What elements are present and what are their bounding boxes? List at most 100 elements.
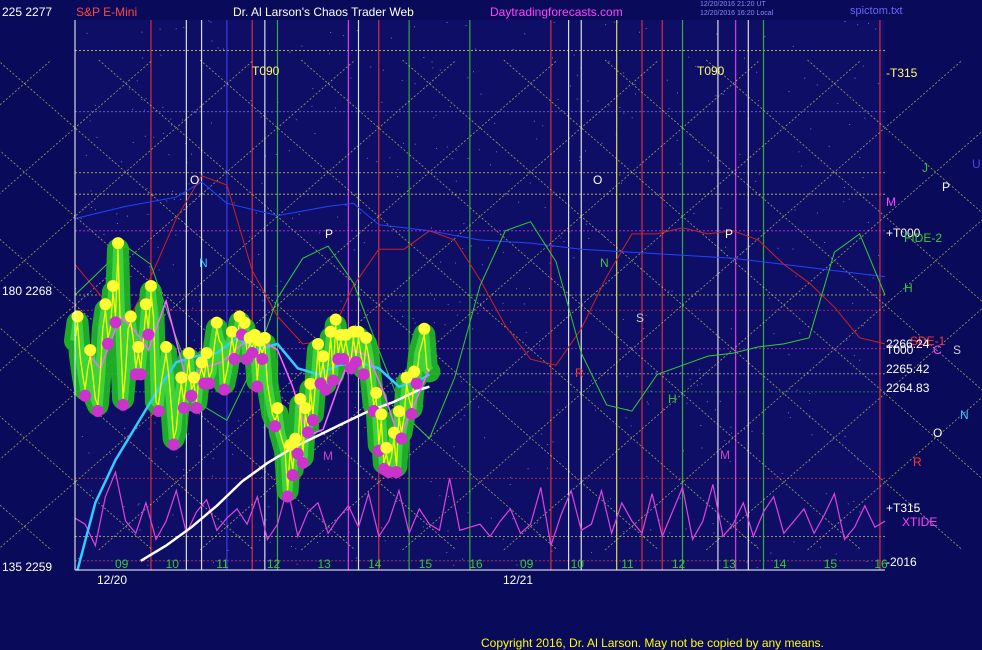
- star-dot: [275, 154, 277, 155]
- star-dot: [635, 93, 636, 95]
- star-dot: [552, 246, 554, 247]
- star-dot: [183, 27, 185, 28]
- star-dot: [538, 534, 540, 536]
- star-dot: [849, 124, 851, 125]
- star-dot: [867, 222, 869, 223]
- star-dot: [854, 77, 856, 79]
- star-dot: [467, 77, 469, 79]
- star-dot: [668, 290, 670, 292]
- star-dot: [364, 427, 366, 428]
- star-dot: [844, 21, 846, 22]
- star-dot: [623, 72, 625, 74]
- star-dot: [502, 302, 504, 304]
- star-dot: [263, 427, 265, 428]
- star-dot: [199, 445, 201, 447]
- star-dot: [397, 176, 399, 178]
- star-dot: [728, 442, 730, 444]
- star-dot: [626, 375, 628, 377]
- star-dot: [755, 180, 757, 182]
- star-dot: [573, 257, 575, 259]
- star-dot: [317, 541, 318, 543]
- star-dot: [536, 522, 538, 524]
- price-level-2: 2265.42: [886, 362, 930, 376]
- hour-tick-label: 15: [418, 557, 433, 571]
- low-marker: [167, 438, 180, 451]
- star-dot: [172, 190, 174, 192]
- star-dot: [434, 298, 435, 300]
- star-dot: [154, 422, 156, 424]
- star-dot: [384, 540, 386, 542]
- star-dot: [696, 291, 698, 293]
- star-dot: [510, 321, 512, 323]
- star-dot: [781, 472, 783, 474]
- star-dot: [544, 207, 546, 208]
- star-dot: [142, 57, 144, 59]
- star-dot: [191, 153, 193, 155]
- star-dot: [794, 209, 796, 211]
- star-dot: [340, 300, 342, 302]
- high-marker: [200, 347, 213, 360]
- star-dot: [103, 233, 105, 235]
- star-dot: [298, 288, 300, 290]
- star-dot: [859, 359, 861, 361]
- star-dot: [141, 31, 143, 33]
- star-dot: [149, 266, 151, 268]
- hour-tick-label: 11: [621, 557, 634, 571]
- star-dot: [668, 108, 670, 110]
- star-dot: [180, 199, 182, 200]
- high-marker: [106, 279, 119, 292]
- star-dot: [81, 436, 83, 437]
- hour-tick-label: 13: [317, 557, 331, 571]
- star-dot: [258, 254, 260, 255]
- star-dot: [94, 104, 96, 106]
- star-dot: [679, 497, 681, 499]
- marker-n-1: N: [199, 256, 208, 270]
- star-dot: [494, 122, 496, 124]
- star-dot: [619, 174, 621, 176]
- star-dot: [224, 435, 226, 436]
- star-dot: [473, 71, 474, 73]
- marker-p-1: P: [325, 227, 334, 241]
- star-dot: [423, 57, 425, 58]
- star-dot: [260, 116, 262, 118]
- star-dot: [175, 28, 177, 30]
- star-dot: [770, 552, 772, 554]
- star-dot: [843, 201, 845, 203]
- price-level-3: 2264.83: [886, 381, 930, 395]
- star-dot: [576, 74, 578, 76]
- high-marker: [418, 322, 431, 335]
- star-dot: [477, 312, 479, 314]
- star-dot: [480, 93, 482, 95]
- series-average-fast: [84, 298, 431, 441]
- flux-diagonal: [199, 59, 761, 551]
- star-dot: [528, 288, 530, 289]
- star-dot: [99, 535, 101, 537]
- star-dot: [463, 415, 465, 417]
- star-dot: [676, 92, 678, 94]
- hour-tick-label: 14: [368, 557, 382, 571]
- star-dot: [157, 526, 159, 528]
- star-dot: [192, 307, 194, 309]
- marker-h-1: H: [668, 392, 677, 406]
- hour-tick-label: 12: [671, 557, 686, 571]
- star-dot: [634, 84, 636, 85]
- flux-diagonal: [402, 59, 963, 551]
- star-dot: [801, 165, 802, 167]
- star-dot: [489, 164, 491, 166]
- star-dot: [516, 564, 518, 566]
- star-dot: [173, 199, 175, 201]
- star-dot: [788, 354, 790, 356]
- star-dot: [136, 80, 138, 82]
- star-dot: [96, 136, 98, 138]
- star-dot: [819, 546, 821, 548]
- marker-o-2: O: [593, 173, 603, 187]
- star-dot: [730, 426, 732, 428]
- star-dot: [715, 409, 716, 411]
- star-dot: [729, 461, 731, 463]
- star-dot: [552, 441, 554, 443]
- low-marker: [246, 346, 259, 359]
- high-marker: [289, 432, 302, 445]
- star-dot: [707, 160, 709, 162]
- low-marker: [256, 353, 269, 366]
- site-link[interactable]: Daytradingforecasts.com: [490, 5, 623, 19]
